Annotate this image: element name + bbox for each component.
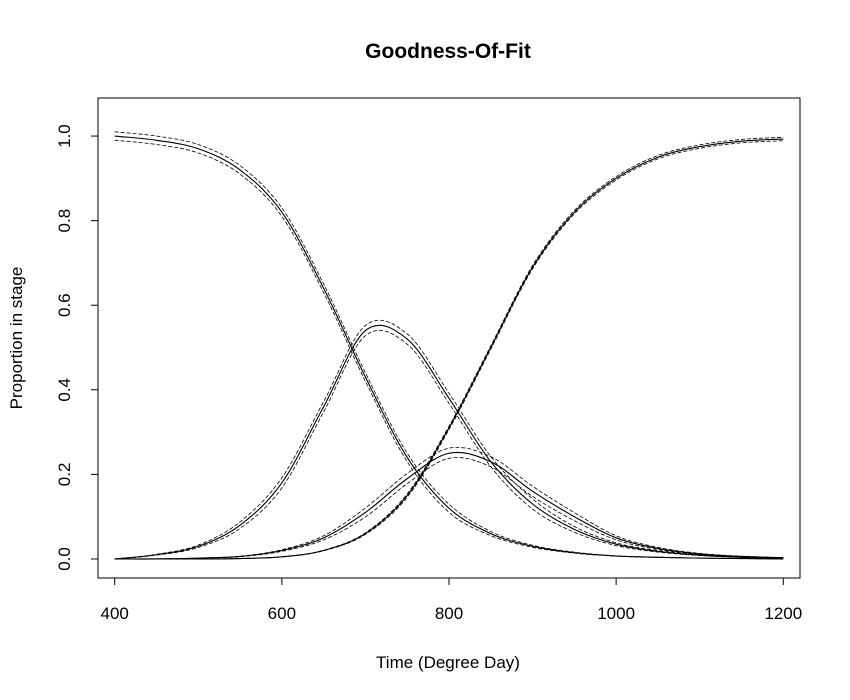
series-2-lower-bound [114, 330, 784, 560]
y-tick-label: 0.2 [55, 463, 74, 487]
series-1-upper-bound [114, 131, 784, 560]
series-layer [114, 131, 784, 560]
series-3-upper-bound [114, 447, 784, 560]
series-4-lower-bound [114, 140, 784, 560]
series-1-lower-bound [114, 139, 784, 560]
series-4-upper-bound [114, 136, 784, 560]
series-1-line [114, 135, 784, 560]
series-2 [114, 319, 784, 560]
x-tick-label: 800 [435, 604, 463, 623]
x-tick-label: 600 [268, 604, 296, 623]
chart-title: Goodness-Of-Fit [365, 40, 531, 63]
x-tick-label: 1000 [597, 604, 635, 623]
x-tick-label: 400 [101, 604, 129, 623]
series-1 [114, 131, 784, 560]
y-tick-label: 1.0 [55, 124, 74, 148]
x-tick-label: 1200 [764, 604, 802, 623]
y-axis: 0.0 0.2 0.4 0.6 0.8 1.0 [55, 124, 99, 571]
x-axis: 400 600 800 1000 1200 [101, 577, 802, 623]
series-3-lower-bound [114, 457, 784, 560]
series-4 [114, 136, 784, 560]
y-tick-label: 0.4 [55, 378, 74, 402]
series-3-line [114, 451, 784, 560]
series-2-upper-bound [114, 319, 784, 560]
y-tick-label: 0.0 [55, 547, 74, 571]
series-3 [114, 447, 784, 560]
plot-frame [97, 97, 801, 579]
x-axis-label: Time (Degree Day) [376, 653, 520, 672]
y-tick-label: 0.6 [55, 293, 74, 317]
series-2-line [114, 324, 784, 560]
series-4-line [114, 138, 784, 560]
y-tick-label: 0.8 [55, 209, 74, 233]
y-axis-label: Proportion in stage [7, 267, 26, 410]
